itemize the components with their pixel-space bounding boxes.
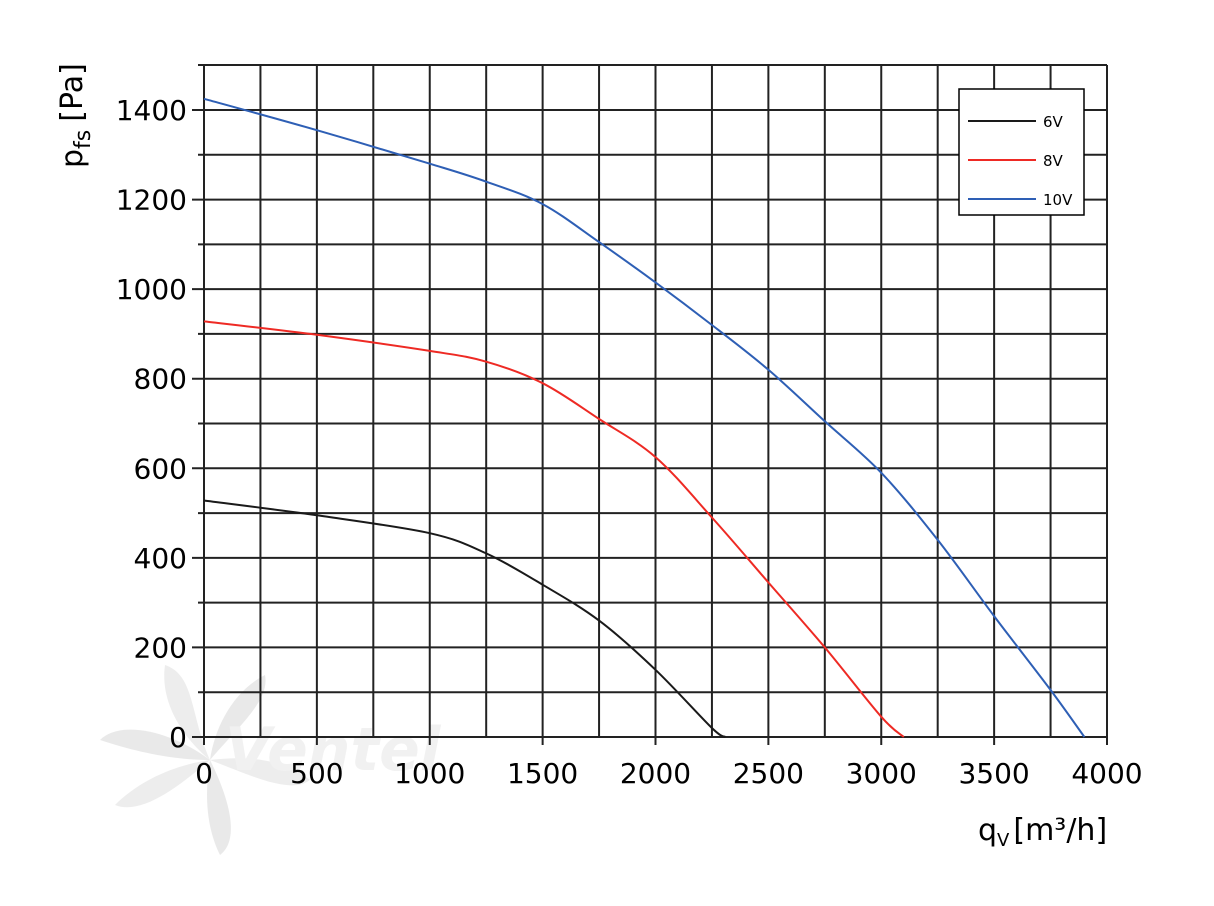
series-line-6v <box>203 499 727 738</box>
legend-item-6v: 6V <box>968 113 1064 131</box>
svg-text:pfs[Pa]: pfs [Pa] <box>55 63 96 168</box>
y-tick-label: 1200 <box>116 184 187 217</box>
series-lines <box>203 97 1086 738</box>
fan-logo-icon <box>100 665 310 855</box>
series-line-10v <box>203 97 1086 738</box>
x-tick-label: 1000 <box>394 757 465 790</box>
y-tick-label: 1000 <box>116 273 187 306</box>
legend-items: 6V 8V 10V <box>968 113 1073 209</box>
legend-label: 10V <box>1043 191 1073 209</box>
y-axis-label-unit: [Pa] <box>55 63 90 122</box>
x-tick-label: 3500 <box>958 757 1029 790</box>
x-tick-label: 1500 <box>507 757 578 790</box>
x-axis-label-unit: [m³/h] <box>1013 813 1107 848</box>
y-axis-label: pfs [Pa] <box>55 63 96 168</box>
y-tick-label: 200 <box>134 631 187 664</box>
x-tick-label: 2500 <box>733 757 804 790</box>
y-tick-label: 1400 <box>116 94 187 127</box>
watermark: Ventel <box>100 665 442 855</box>
y-tick-label: 600 <box>134 452 187 485</box>
svg-text:qV[m³/h]: qV [m³/h] <box>978 813 1107 851</box>
x-tick-label: 2000 <box>620 757 691 790</box>
x-axis-label: qV [m³/h] <box>978 813 1107 851</box>
x-axis-label-sub: V <box>997 830 1010 851</box>
y-tick-label: 400 <box>134 542 187 575</box>
y-tick-label: 0 <box>169 721 187 754</box>
legend-label: 8V <box>1043 152 1064 170</box>
x-tick-label: 0 <box>195 757 213 790</box>
legend-item-8v: 8V <box>968 152 1064 170</box>
y-axis-label-sub: fs <box>71 130 96 149</box>
x-tick-label: 3000 <box>846 757 917 790</box>
x-axis-label-main: q <box>978 813 997 848</box>
x-tick-label: 500 <box>290 757 343 790</box>
y-axis-label-main: p <box>55 149 90 168</box>
x-tick-label: 4000 <box>1071 757 1142 790</box>
y-tick-label: 800 <box>134 363 187 396</box>
legend-label: 6V <box>1043 113 1064 131</box>
legend: 6V 8V 10V <box>958 88 1085 216</box>
legend-box <box>958 88 1085 216</box>
series-line-8v <box>203 320 905 738</box>
tick-labels: 0 500 1000 1500 2000 2500 3000 3500 4000 0 200 400 6… <box>116 94 1143 790</box>
legend-item-10v: 10V <box>968 191 1073 209</box>
